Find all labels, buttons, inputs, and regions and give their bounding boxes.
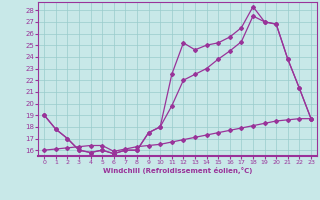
- X-axis label: Windchill (Refroidissement éolien,°C): Windchill (Refroidissement éolien,°C): [103, 167, 252, 174]
